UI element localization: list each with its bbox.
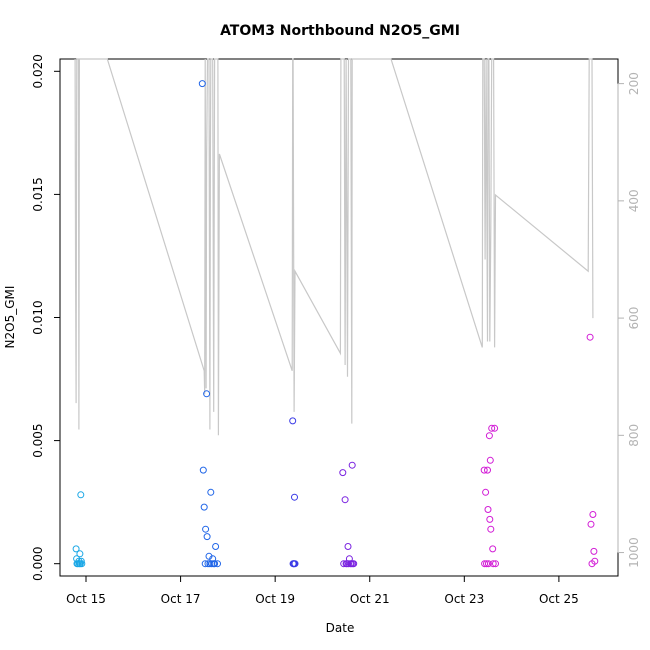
x-axis: Oct 15 Oct 17 Oct 19 Oct 21 Oct 23 Oct 25 [66,575,579,606]
data-point [291,493,298,501]
data-point [340,560,348,568]
y2-tick-label: 200 [627,72,641,95]
data-point [492,560,499,568]
chart-title: ATOM3 Northbound N2O5_GMI [220,23,460,39]
data-point [484,506,492,513]
data-point [480,466,488,474]
data-point [203,390,211,398]
data-point [289,417,297,425]
data-point [339,469,347,477]
data-point [591,557,599,565]
data-point [589,511,597,518]
data-point [341,496,349,504]
data-point [586,333,594,341]
data-point [590,547,598,555]
y-tick-label: 0.020 [31,54,45,88]
y2-tick-label: 800 [627,424,641,447]
data-point [348,461,356,469]
data-point [72,545,80,553]
y-axis: 0.000 0.005 0.010 0.015 0.020 [31,54,61,581]
data-point [489,560,497,568]
data-point [201,560,209,568]
data-point [77,491,85,499]
data-point [350,560,358,568]
data-point [77,557,85,565]
data-point [491,424,499,432]
data-point [344,543,352,550]
data-point [487,525,495,533]
data-point [78,560,86,568]
data-point [198,80,206,88]
y2-tick-label: 400 [627,189,641,212]
y2-tick-label: 1000 [627,537,641,568]
x-tick-label: Oct 25 [539,592,579,606]
data-point [484,466,491,474]
data-point [485,432,493,440]
x-axis-label: Date [326,621,355,635]
y-tick-label: 0.015 [31,177,45,211]
data-point [481,560,489,568]
data-point [486,515,494,523]
data-point [207,488,215,496]
scatter-points [72,80,599,568]
data-point [483,560,490,568]
data-point [587,520,595,528]
y2-tick-label: 600 [627,307,641,330]
data-point [202,525,210,533]
data-point [484,560,492,568]
data-point [199,466,207,474]
data-point [203,533,211,541]
data-point [76,550,84,558]
x-tick-label: Oct 23 [444,592,484,606]
data-point [482,488,490,496]
data-point [489,545,497,553]
data-point [212,543,220,550]
data-point [214,560,221,568]
y-tick-label: 0.000 [31,547,45,581]
y-tick-label: 0.010 [31,300,45,334]
y-tick-label: 0.005 [31,423,45,457]
data-point [291,560,299,568]
y-axis-label: N2O5_GMI [3,286,17,349]
x-tick-label: Oct 17 [161,592,201,606]
data-point [211,560,219,568]
pressure-line [74,58,594,436]
x-tick-label: Oct 15 [66,592,106,606]
x-tick-label: Oct 21 [350,592,390,606]
x-tick-label: Oct 19 [255,592,295,606]
data-point [200,503,208,511]
y2-axis: 200 400 600 800 1000 [617,72,641,568]
data-point [488,424,496,432]
data-point [486,456,494,464]
